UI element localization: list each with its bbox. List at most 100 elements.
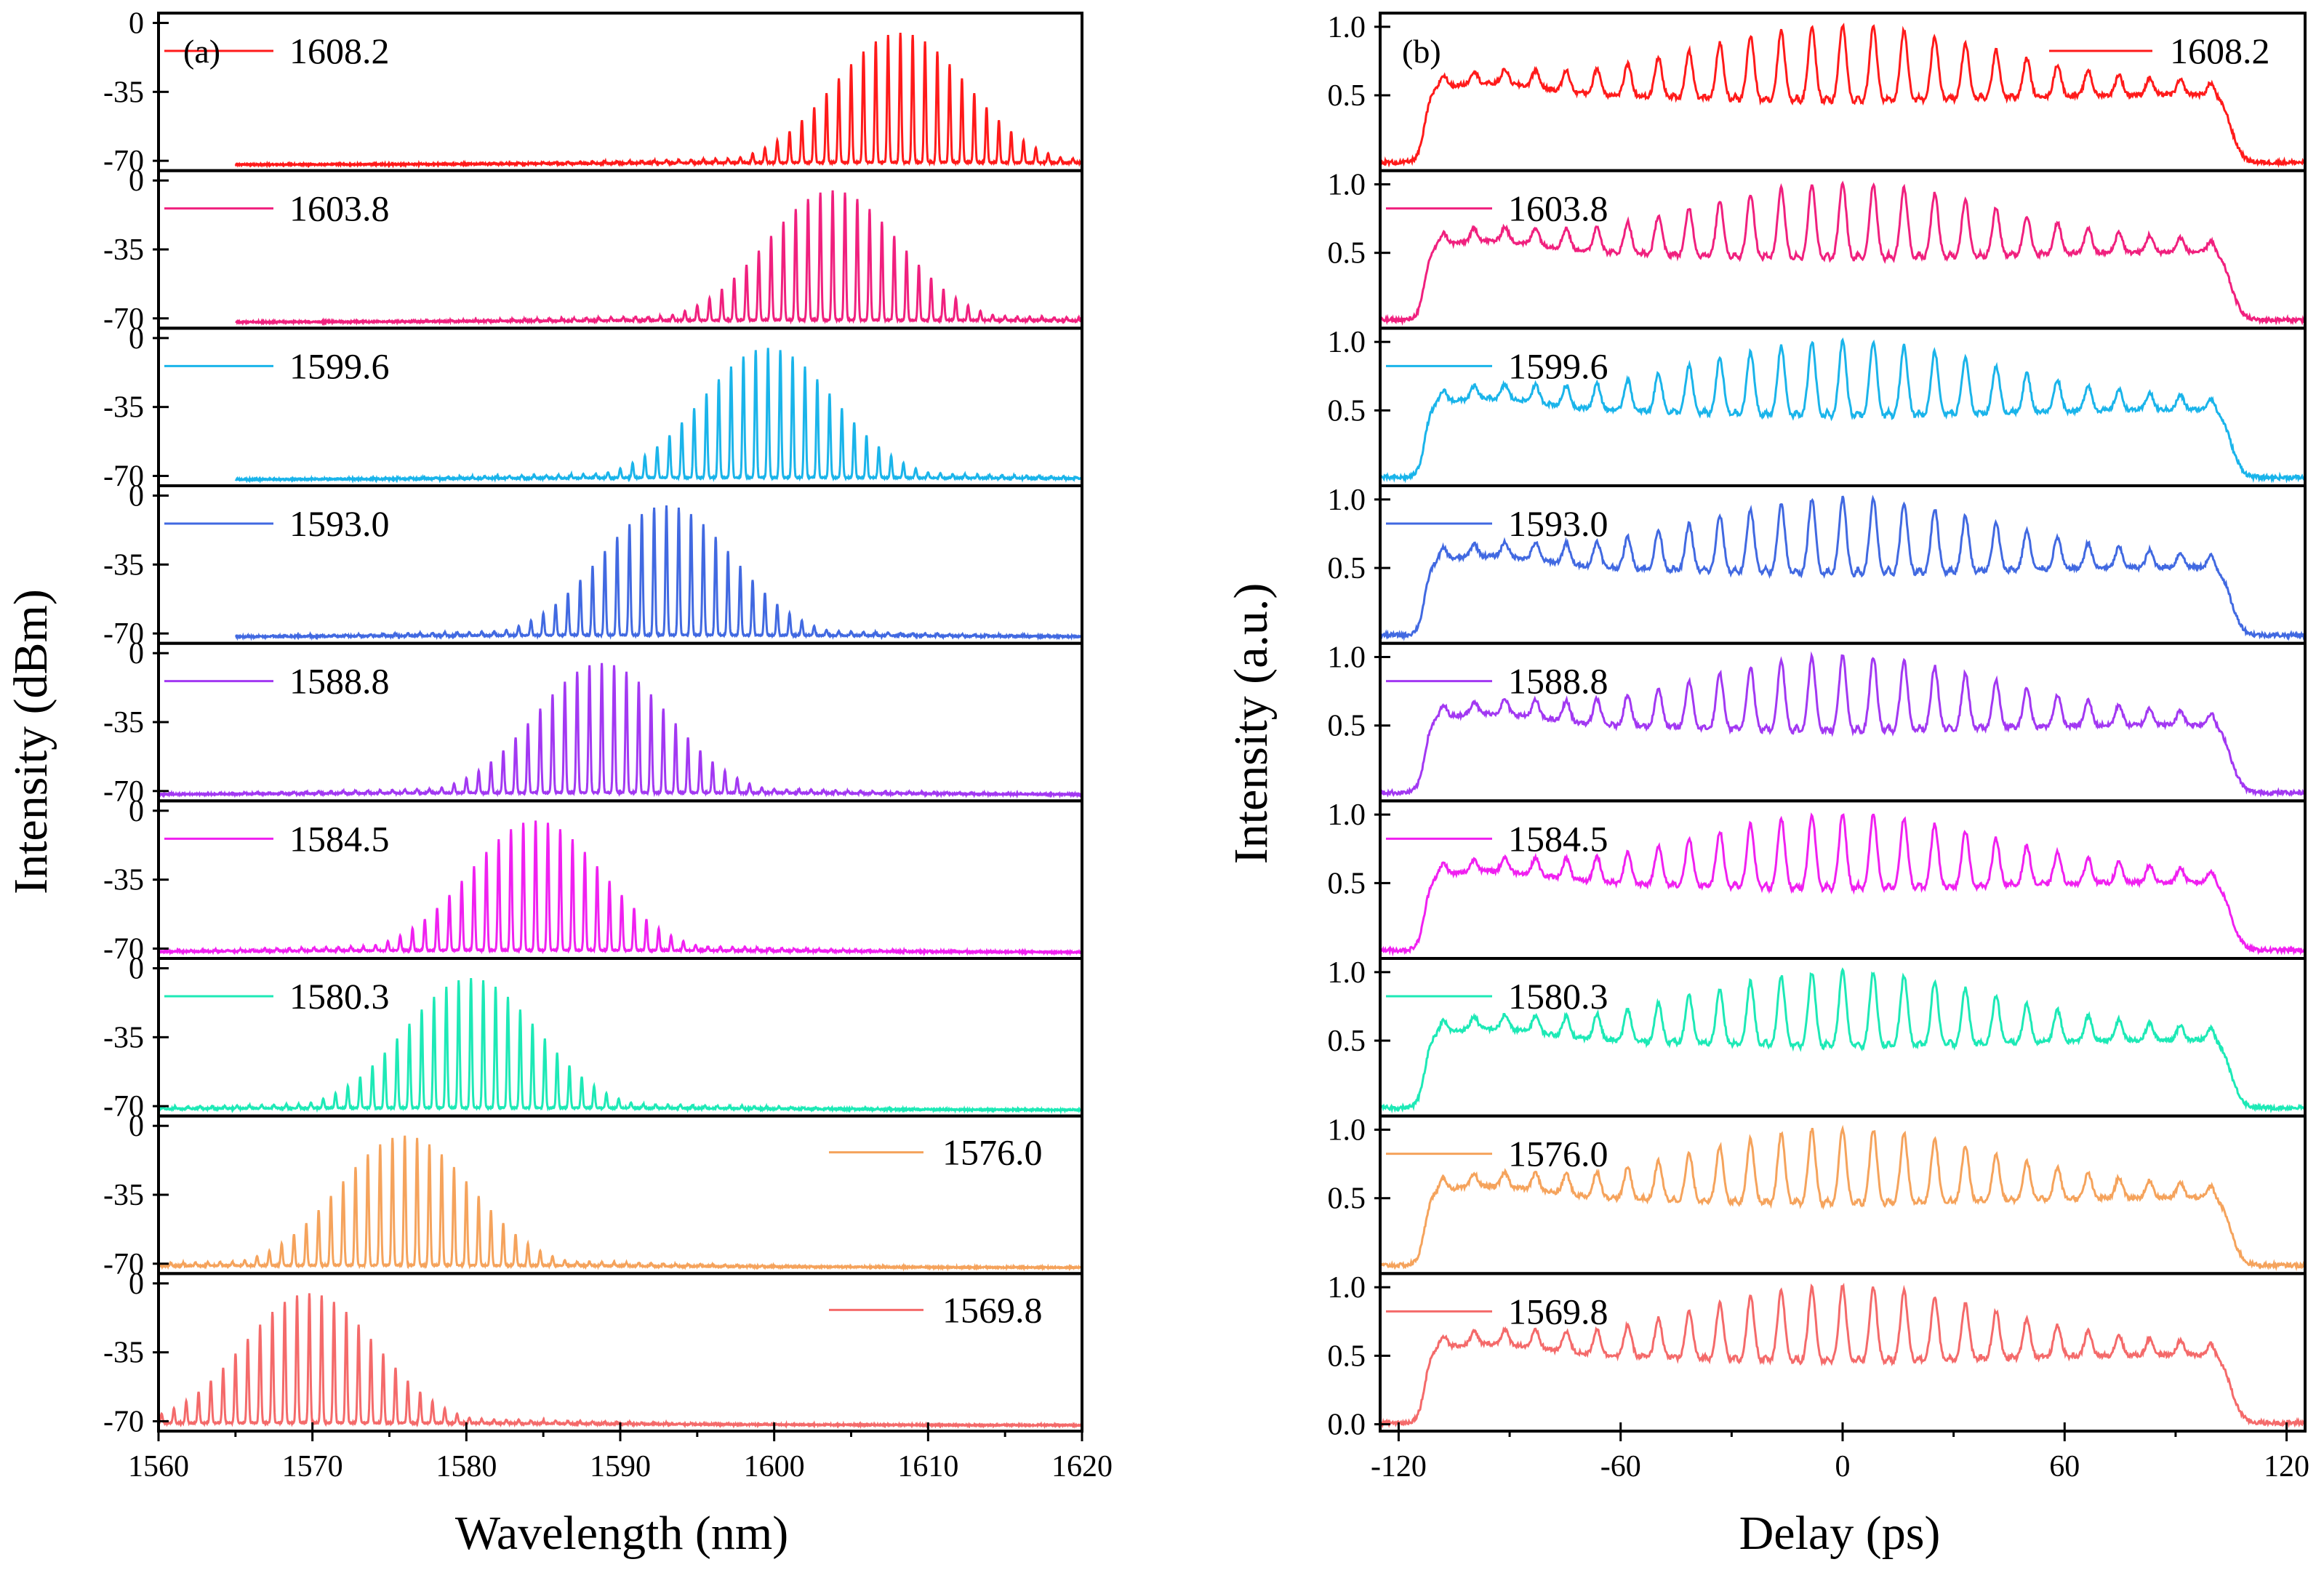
autocorrelation-trace-1580.3 xyxy=(1379,967,2306,1114)
y-tick-label: -70 xyxy=(103,617,144,651)
x-tick-label: 120 xyxy=(2264,1450,2309,1483)
x-tick-label: 0 xyxy=(1835,1450,1851,1483)
y-tick-label: 1.0 xyxy=(1328,169,1366,202)
y-tick-label: 0 xyxy=(129,1267,144,1301)
y-tick-label: -70 xyxy=(103,460,144,493)
legend-label-1569.8: 1569.8 xyxy=(942,1289,1043,1330)
legend-label-1603.8: 1603.8 xyxy=(1508,188,1608,229)
spectrum-trace-1588.8 xyxy=(157,662,1083,799)
spectrum-trace-1608.2 xyxy=(234,33,1083,169)
x-tick-label: -120 xyxy=(1371,1450,1427,1483)
y-tick-label: -70 xyxy=(103,775,144,809)
y-tick-label: 0.5 xyxy=(1328,710,1366,743)
y-tick-label: 0.5 xyxy=(1328,1025,1366,1058)
x-tick-label: 1620 xyxy=(1051,1450,1113,1483)
y-tick-label: -70 xyxy=(103,932,144,966)
y-tick-label: 0 xyxy=(129,1110,144,1143)
panel-b-label: (b) xyxy=(1402,33,1441,70)
y-tick-label: -35 xyxy=(103,1337,144,1370)
y-tick-label: -35 xyxy=(103,1021,144,1054)
y-tick-label: -70 xyxy=(103,1248,144,1281)
panel-b-x-axis-title: Delay (ps) xyxy=(1739,1507,1941,1560)
spectrum-trace-1599.6 xyxy=(234,348,1083,484)
x-tick-label: 1600 xyxy=(744,1450,805,1483)
y-tick-label: 0.5 xyxy=(1328,1182,1366,1216)
autocorrelation-trace-1599.6 xyxy=(1379,337,2306,484)
y-tick-label: -35 xyxy=(103,76,144,109)
x-tick-label: 1560 xyxy=(128,1450,189,1483)
y-tick-label: 0.5 xyxy=(1328,552,1366,585)
y-tick-label: 0 xyxy=(129,953,144,986)
y-tick-label: 0 xyxy=(129,480,144,513)
legend-label-1576.0: 1576.0 xyxy=(1508,1134,1608,1174)
y-tick-label: 0 xyxy=(129,164,144,198)
spectrum-trace-1584.5 xyxy=(158,820,1083,957)
y-tick-label: -70 xyxy=(103,1090,144,1124)
legend-label-1608.2: 1608.2 xyxy=(289,31,390,71)
spectrum-trace-1580.3 xyxy=(157,978,1083,1115)
panel-b-y-axis-title: Intensity (a.u.) xyxy=(1225,583,1278,865)
y-tick-label: 1.0 xyxy=(1328,326,1366,359)
legend-label-1588.8: 1588.8 xyxy=(1508,661,1608,702)
legend-label-1593.0: 1593.0 xyxy=(1508,503,1608,544)
y-tick-label: 1.0 xyxy=(1328,798,1366,832)
legend-label-1569.8: 1569.8 xyxy=(1508,1291,1608,1331)
autocorrelation-trace-1603.8 xyxy=(1379,180,2305,326)
legend-label-1599.6: 1599.6 xyxy=(1508,345,1608,386)
y-tick-label: 0.5 xyxy=(1328,1339,1366,1373)
x-tick-label: 1570 xyxy=(282,1450,343,1483)
y-tick-label: -35 xyxy=(103,391,144,425)
legend-label-1588.8: 1588.8 xyxy=(289,661,390,702)
y-tick-label: -35 xyxy=(103,1179,144,1212)
legend-label-1576.0: 1576.0 xyxy=(942,1132,1043,1173)
legend-label-1608.2: 1608.2 xyxy=(2170,31,2270,71)
y-tick-label: 1.0 xyxy=(1328,1114,1366,1148)
y-tick-label: 1.0 xyxy=(1328,641,1366,675)
y-tick-label: 1.0 xyxy=(1328,956,1366,990)
y-tick-label: 0 xyxy=(129,7,144,41)
panel-a-spectra: 0 -35 -70 1608.2 0 -35 -70 1603.8 0 -35 -70 1599.6 0… xyxy=(103,7,1113,1483)
spectrum-trace-1603.8 xyxy=(235,190,1083,327)
legend-label-1603.8: 1603.8 xyxy=(289,188,390,229)
y-tick-label: -35 xyxy=(103,864,144,897)
y-tick-label: -70 xyxy=(103,145,144,178)
y-tick-label: -35 xyxy=(103,706,144,740)
panel-b-autocorrelation: 0.5 1.0 1608.2 0.5 1.0 1603.8 0.5 1.0 1599.6 0.5 1… xyxy=(1328,11,2310,1483)
panel-a-x-axis-title: Wavelength (nm) xyxy=(455,1507,788,1560)
y-tick-label: 1.0 xyxy=(1328,11,1366,44)
y-tick-label: -70 xyxy=(103,303,144,336)
autocorrelation-trace-1569.8 xyxy=(1379,1282,2306,1429)
legend-label-1580.3: 1580.3 xyxy=(289,976,390,1017)
x-tick-label: 1610 xyxy=(897,1450,958,1483)
y-tick-label: 0.0 xyxy=(1328,1409,1366,1442)
y-tick-label: -35 xyxy=(103,233,144,267)
y-tick-label: 1.0 xyxy=(1328,484,1366,517)
y-tick-label: 0.5 xyxy=(1328,237,1366,271)
legend-label-1599.6: 1599.6 xyxy=(289,345,390,386)
y-tick-label: 1.0 xyxy=(1328,1271,1366,1305)
y-tick-label: 0 xyxy=(129,322,144,356)
y-tick-label: 0 xyxy=(129,795,144,828)
autocorrelation-trace-1588.8 xyxy=(1379,651,2306,798)
x-tick-label: 1580 xyxy=(436,1450,497,1483)
y-tick-label: 0 xyxy=(129,637,144,670)
y-tick-label: -70 xyxy=(103,1405,144,1438)
x-tick-label: 1590 xyxy=(590,1450,651,1483)
spectrum-trace-1593.0 xyxy=(235,505,1083,641)
y-tick-label: 0.5 xyxy=(1328,394,1366,428)
legend-label-1580.3: 1580.3 xyxy=(1508,976,1608,1017)
legend-label-1584.5: 1584.5 xyxy=(1508,818,1608,859)
x-tick-label: 60 xyxy=(2049,1450,2080,1483)
autocorrelation-trace-1576.0 xyxy=(1379,1124,2306,1272)
y-tick-label: 0.5 xyxy=(1328,867,1366,900)
legend-label-1593.0: 1593.0 xyxy=(289,503,390,544)
panel-a-label: (a) xyxy=(183,33,220,70)
legend-label-1584.5: 1584.5 xyxy=(289,818,390,859)
spectrum-trace-1576.0 xyxy=(157,1135,1083,1272)
y-tick-label: -35 xyxy=(103,548,144,582)
y-tick-label: 0.5 xyxy=(1328,79,1366,113)
panel-a-y-axis-title: Intensity (dBm) xyxy=(4,589,57,894)
autocorrelation-trace-1593.0 xyxy=(1379,494,2306,641)
autocorrelation-trace-1608.2 xyxy=(1379,23,2305,169)
